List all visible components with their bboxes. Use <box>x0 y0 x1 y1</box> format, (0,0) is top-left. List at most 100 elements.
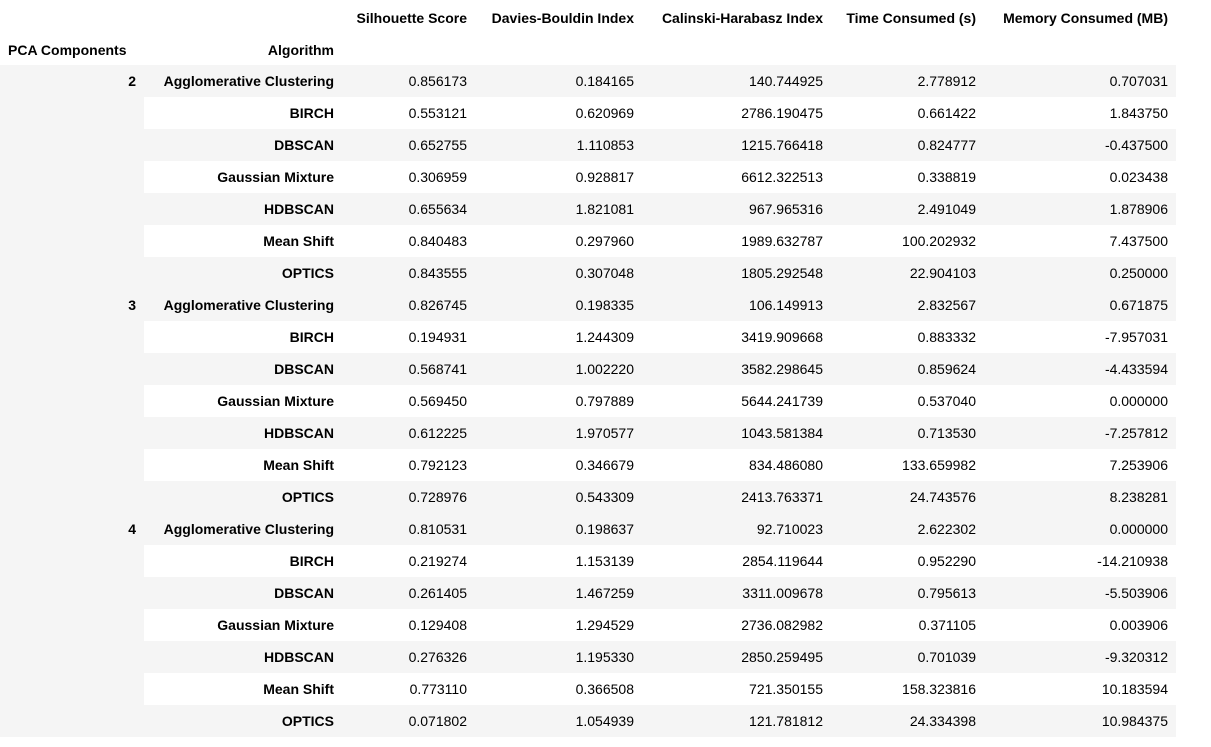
value-cell: 0.843555 <box>342 257 475 289</box>
value-cell: 0.366508 <box>475 673 642 705</box>
blank-header-cell <box>0 2 144 34</box>
algorithm-index: HDBSCAN <box>144 417 342 449</box>
value-cell: 0.655634 <box>342 193 475 225</box>
value-cell: 1989.632787 <box>642 225 831 257</box>
value-cell: 2786.190475 <box>642 97 831 129</box>
algorithm-index: DBSCAN <box>144 129 342 161</box>
table-row: OPTICS 0.843555 0.307048 1805.292548 22.9041… <box>0 257 1176 289</box>
value-cell: 158.323816 <box>831 673 984 705</box>
value-cell: 1.970577 <box>475 417 642 449</box>
table-row: BIRCH 0.194931 1.244309 3419.909668 0.883332… <box>0 321 1176 353</box>
value-cell: 0.250000 <box>984 257 1176 289</box>
value-cell: 0.824777 <box>831 129 984 161</box>
value-cell: 1805.292548 <box>642 257 831 289</box>
column-header[interactable]: Silhouette Score <box>356 10 467 26</box>
value-cell: 121.781812 <box>642 705 831 737</box>
column-header[interactable]: Memory Consumed (MB) <box>1003 10 1168 26</box>
column-header[interactable]: Calinski-Harabasz Index <box>661 10 823 26</box>
value-cell: 0.307048 <box>475 257 642 289</box>
algorithm-index: DBSCAN <box>144 577 342 609</box>
algorithm-index: DBSCAN <box>144 353 342 385</box>
value-cell: 0.537040 <box>831 385 984 417</box>
algorithm-index: Gaussian Mixture <box>144 385 342 417</box>
value-cell: 7.437500 <box>984 225 1176 257</box>
value-cell: 5644.241739 <box>642 385 831 417</box>
value-cell: -7.957031 <box>984 321 1176 353</box>
value-cell: 1.195330 <box>475 641 642 673</box>
value-cell: 0.795613 <box>831 577 984 609</box>
value-cell: 0.810531 <box>342 513 475 545</box>
blank-header-cell <box>984 34 1176 65</box>
value-cell: 6612.322513 <box>642 161 831 193</box>
algorithm-index: Agglomerative Clustering <box>144 513 342 545</box>
value-cell: 0.952290 <box>831 545 984 577</box>
value-cell: 2850.259495 <box>642 641 831 673</box>
value-cell: 2413.763371 <box>642 481 831 513</box>
value-cell: 967.965316 <box>642 193 831 225</box>
value-cell: 0.553121 <box>342 97 475 129</box>
value-cell: 0.859624 <box>831 353 984 385</box>
value-cell: 0.198335 <box>475 289 642 321</box>
table-row: BIRCH 0.219274 1.153139 2854.119644 0.952290… <box>0 545 1176 577</box>
value-cell: 2.832567 <box>831 289 984 321</box>
value-cell: 3311.009678 <box>642 577 831 609</box>
value-cell: 0.713530 <box>831 417 984 449</box>
value-cell: 7.253906 <box>984 449 1176 481</box>
value-cell: 0.346679 <box>475 449 642 481</box>
value-cell: 0.003906 <box>984 609 1176 641</box>
value-cell: 2736.082982 <box>642 609 831 641</box>
table-header: Silhouette Score Davies-Bouldin Index Ca… <box>0 2 1176 65</box>
value-cell: 0.928817 <box>475 161 642 193</box>
value-cell: 0.297960 <box>475 225 642 257</box>
value-cell: 2.491049 <box>831 193 984 225</box>
algorithm-index: Mean Shift <box>144 225 342 257</box>
value-cell: 133.659982 <box>831 449 984 481</box>
table-row: Mean Shift 0.773110 0.366508 721.350155 158.… <box>0 673 1176 705</box>
value-cell: 10.183594 <box>984 673 1176 705</box>
algorithm-index: OPTICS <box>144 705 342 737</box>
value-cell: 0.000000 <box>984 513 1176 545</box>
value-cell: 1.153139 <box>475 545 642 577</box>
value-cell: 1.244309 <box>475 321 642 353</box>
value-cell: 0.023438 <box>984 161 1176 193</box>
value-cell: 0.612225 <box>342 417 475 449</box>
value-cell: -4.433594 <box>984 353 1176 385</box>
algorithm-index: BIRCH <box>144 545 342 577</box>
value-cell: 1.843750 <box>984 97 1176 129</box>
table-row: 3 Agglomerative Clustering 0.826745 0.19833… <box>0 289 1176 513</box>
value-cell: 2854.119644 <box>642 545 831 577</box>
value-cell: 0.856173 <box>342 65 475 97</box>
blank-header-cell <box>144 2 342 34</box>
table-row: Gaussian Mixture 0.569450 0.797889 5644.241… <box>0 385 1176 417</box>
algorithm-index: Gaussian Mixture <box>144 609 342 641</box>
value-cell: 0.338819 <box>831 161 984 193</box>
value-cell: 0.129408 <box>342 609 475 641</box>
table-row: 2 Agglomerative Clustering 0.856173 0.18416… <box>0 65 1176 289</box>
value-cell: 0.276326 <box>342 641 475 673</box>
algorithm-index: OPTICS <box>144 481 342 513</box>
algorithm-index: Agglomerative Clustering <box>144 65 342 97</box>
value-cell: 0.840483 <box>342 225 475 257</box>
index-name-algorithm: Algorithm <box>267 41 334 58</box>
algorithm-index: HDBSCAN <box>144 193 342 225</box>
column-header-row: Silhouette Score Davies-Bouldin Index Ca… <box>0 2 1176 34</box>
column-header[interactable]: Davies-Bouldin Index <box>491 10 634 26</box>
value-cell: 0.671875 <box>984 289 1176 321</box>
table-row: Mean Shift 0.792123 0.346679 834.486080 133.… <box>0 449 1176 481</box>
value-cell: 1.878906 <box>984 193 1176 225</box>
table-row: Gaussian Mixture 0.306959 0.928817 6612.322… <box>0 161 1176 193</box>
column-header[interactable]: Time Consumed (s) <box>846 10 976 26</box>
value-cell: 2.622302 <box>831 513 984 545</box>
table-row: HDBSCAN 0.276326 1.195330 2850.259495 0.7010… <box>0 641 1176 673</box>
value-cell: 0.261405 <box>342 577 475 609</box>
value-cell: 22.904103 <box>831 257 984 289</box>
algorithm-index: Agglomerative Clustering <box>144 289 342 321</box>
value-cell: 0.652755 <box>342 129 475 161</box>
value-cell: 0.773110 <box>342 673 475 705</box>
table-row: BIRCH 0.553121 0.620969 2786.190475 0.661422… <box>0 97 1176 129</box>
value-cell: 0.826745 <box>342 289 475 321</box>
value-cell: -7.257812 <box>984 417 1176 449</box>
value-cell: 0.198637 <box>475 513 642 545</box>
algorithm-index: Gaussian Mixture <box>144 161 342 193</box>
